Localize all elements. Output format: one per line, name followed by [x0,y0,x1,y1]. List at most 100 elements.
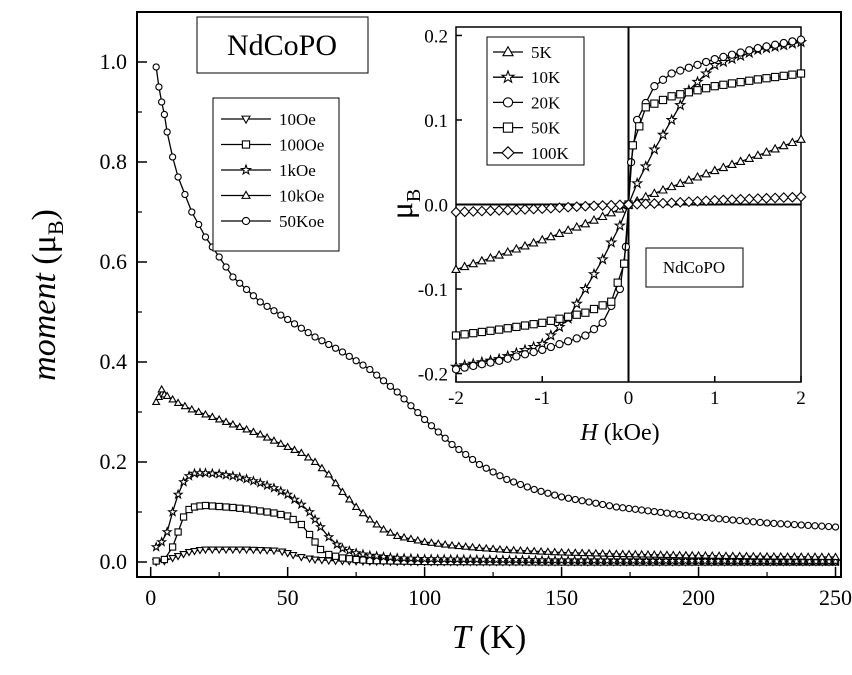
main-y-tick-label: 0.4 [100,349,128,374]
main-x-tick-label: 200 [682,585,715,610]
inset-series-marker [659,76,666,83]
inset-series-marker [565,313,572,320]
main-series-marker [415,410,421,416]
main-series-marker [504,476,510,482]
inset-series-marker [694,87,701,94]
inset-legend-label: 10K [531,68,561,87]
main-series-marker [278,312,284,318]
main-series-marker [175,174,181,180]
inset-series-marker [728,51,735,58]
main-series-marker [312,539,318,545]
main-series-marker [613,504,619,510]
inset-series-marker [711,56,718,63]
inset-series-marker [780,72,787,79]
inset-legend-label: 5K [531,43,553,62]
main-series-marker [702,515,708,521]
main-series-marker [565,495,571,501]
main-series-marker [511,479,517,485]
main-series-marker [435,429,441,435]
inset-y-tick-label: 0.0 [424,196,448,217]
main-x-tick-label: 150 [545,585,578,610]
inset-series-marker [797,70,804,77]
main-series-marker [380,526,387,532]
inset-series-marker [763,75,770,82]
inset-series-marker [478,361,485,368]
inset-series-marker [582,309,589,316]
main-series-marker [374,372,380,378]
inset-series-marker [789,38,796,45]
inset-series-marker [711,83,718,90]
inset-series-marker [452,332,459,339]
inset-series-marker [487,327,494,334]
main-series-marker [750,519,756,525]
inset-series-marker [573,311,580,318]
main-series-marker [394,389,400,395]
inset-series-marker [496,326,503,333]
main-series-marker [189,209,195,215]
main-series-marker [463,451,469,457]
inset-legend-label: 50K [531,119,561,138]
inset-y-axis-title-sub: B [403,189,425,202]
inset-series-marker [668,70,675,77]
main-series-marker [670,511,676,517]
inset-series-marker [513,323,520,330]
main-series-marker [264,303,270,309]
main-series-marker [353,556,359,562]
main-series-marker [819,523,825,529]
main-series-marker [216,254,222,260]
main-series-marker [387,383,393,389]
inset-series-marker [651,83,658,90]
main-series-marker [367,366,373,372]
inset-series-marker [582,332,589,339]
main-legend-label: 10Oe [279,110,316,129]
inset-series-marker [521,351,528,358]
main-series-marker [832,524,838,530]
inset-legend-label: 20K [531,93,561,112]
main-series-marker [757,519,763,525]
main-series-marker [552,492,558,498]
main-series-marker [317,546,323,552]
main-series-marker [408,403,414,409]
main-series-marker [153,558,159,564]
main-series-marker [223,504,229,510]
main-series-marker [469,456,475,462]
main-y-tick-label: 0.2 [100,449,128,474]
inset-series-marker [703,85,710,92]
main-x-tick-label: 100 [408,585,441,610]
inset-series-marker [496,357,503,364]
main-series-marker [422,416,428,422]
main-series-marker [332,345,338,351]
main-series-marker [263,481,271,489]
inset-series-marker [547,317,554,324]
inset-x-axis-title-rest: (kOe) [598,420,660,446]
inset-series-marker [556,341,563,348]
main-series-marker [298,325,304,331]
main-series-marker [271,510,277,516]
inset-series-marker [754,45,761,52]
inset-series-marker [677,91,684,98]
main-legend-marker [242,217,249,224]
main-series-marker [664,510,670,516]
main-series-marker [798,522,804,528]
main-series-marker [216,503,222,509]
main-series-marker [606,503,612,509]
inset-series-marker [685,64,692,71]
inset-series-marker [668,93,675,100]
main-series-marker [442,435,448,441]
inset-x-tick-label: 1 [710,388,720,409]
main-series-marker [651,509,657,515]
inset-series-marker [530,321,537,328]
inset-stamp-label: NdCoPO [663,258,725,277]
main-series-marker [639,507,645,513]
inset-series-marker [530,348,537,355]
main-series-marker [175,529,181,535]
inset-x-tick-label: 2 [796,388,806,409]
inset-series-marker [636,123,643,130]
main-x-axis-title-italic: T [452,619,473,656]
main-series-marker [737,518,743,524]
main-series-marker [298,521,304,527]
inset-y-tick-label: 0.1 [424,111,448,132]
main-series-marker [338,544,346,552]
inset-series-marker [504,355,511,362]
main-series-marker [593,500,599,506]
